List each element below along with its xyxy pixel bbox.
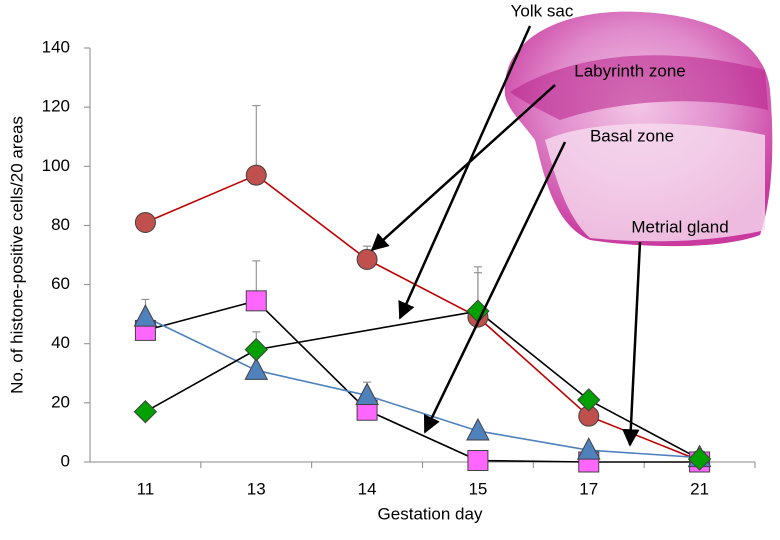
- series-line: [588, 449, 700, 459]
- x-tick-label: 21: [690, 479, 709, 498]
- x-tick-label: 15: [468, 479, 487, 498]
- annotation: Labyrinth zone: [574, 61, 686, 80]
- annotation: Basal zone: [590, 126, 674, 145]
- series-line: [477, 430, 589, 451]
- data-point: [133, 400, 158, 424]
- x-tick-label: 11: [137, 479, 155, 498]
- data-point: [355, 382, 379, 405]
- annotation-arrow: [622, 241, 642, 447]
- x-axis-title: Gestation day: [378, 504, 483, 523]
- y-tick-label: 120: [42, 97, 70, 116]
- data-point: [466, 417, 490, 441]
- data-point: [577, 388, 601, 412]
- y-tick-label: 140: [42, 37, 70, 56]
- y-tick-label: 0: [61, 451, 70, 470]
- series-line: [588, 415, 700, 462]
- data-point: [356, 248, 378, 270]
- data-point: [687, 447, 712, 471]
- series-line: [255, 174, 368, 261]
- data-point: [245, 164, 267, 186]
- data-point: [134, 211, 156, 233]
- x-tick-label: 17: [579, 479, 598, 498]
- data-point: [244, 337, 268, 362]
- x-tick-label: 13: [247, 479, 266, 498]
- y-tick-label: 60: [51, 274, 70, 293]
- series-line: [477, 310, 590, 401]
- data-point: [576, 437, 601, 460]
- y-tick-label: 40: [51, 333, 70, 352]
- data-point: [244, 357, 269, 380]
- y-axis-title: No. of histone-positive cells/20 areas: [7, 116, 26, 394]
- series-line: [477, 459, 589, 463]
- data-point: [133, 304, 158, 327]
- y-tick-label: 20: [51, 392, 70, 411]
- series-line: [588, 399, 700, 460]
- annotation: Yolk sac: [511, 1, 574, 20]
- annotation-arrow: [370, 84, 556, 252]
- series-line: [477, 316, 590, 417]
- annotation-arrow: [423, 141, 567, 434]
- annotation: Metrial gland: [631, 217, 728, 236]
- series-line: [255, 300, 368, 411]
- series-line: [145, 174, 257, 224]
- series-line: [256, 310, 479, 351]
- y-tick-label: 80: [51, 215, 70, 234]
- x-tick-label: 14: [358, 479, 377, 498]
- data-point: [467, 450, 489, 472]
- series-line: [366, 409, 479, 462]
- series-line: [366, 258, 479, 318]
- series-line: [145, 316, 257, 372]
- histology-image: [504, 11, 773, 247]
- y-tick-label: 100: [42, 156, 70, 175]
- data-point: [245, 290, 267, 312]
- series-line: [145, 348, 257, 413]
- series-line: [366, 394, 479, 432]
- series-line: [256, 369, 368, 397]
- annotation-arrow: [398, 25, 532, 320]
